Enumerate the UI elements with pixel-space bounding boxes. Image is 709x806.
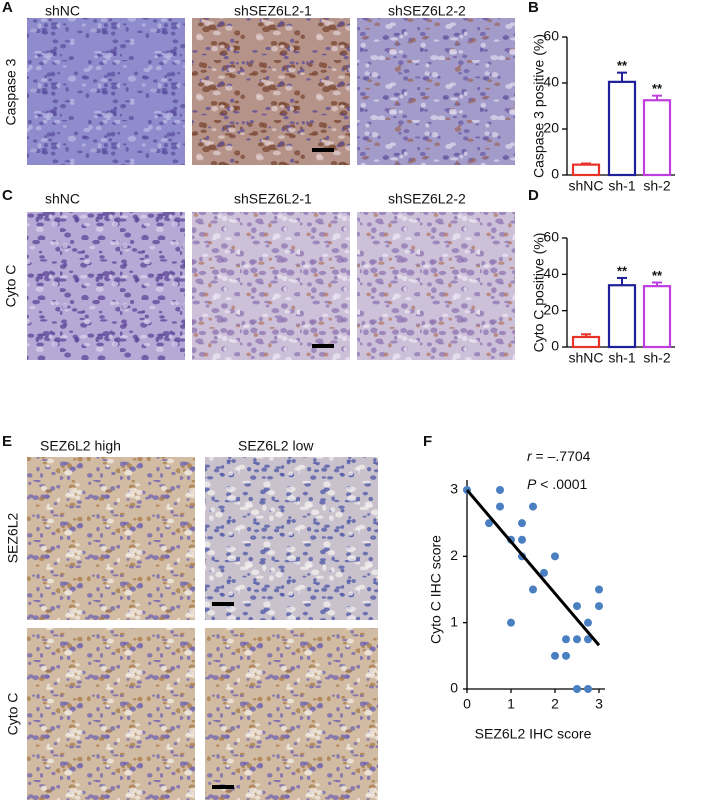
y-tick-label: 20 — [543, 301, 559, 317]
y-tick-label: 40 — [543, 74, 559, 90]
significance: ** — [617, 263, 628, 278]
column-label: shSEZ6L2-1 — [234, 3, 312, 19]
y-tick-label: 3 — [450, 481, 458, 497]
y-tick-label: 0 — [450, 680, 458, 696]
y-tick-label: 2 — [450, 547, 458, 563]
point — [518, 519, 526, 528]
y-axis-label: Cyto C IHC score — [428, 535, 444, 644]
point — [529, 585, 537, 594]
micrograph — [357, 18, 515, 165]
y-tick-label: 60 — [543, 28, 559, 44]
y-axis-label: Caspase 3 positive (%) — [531, 34, 547, 178]
x-tick-label: 1 — [507, 696, 515, 712]
scale-bar — [312, 344, 334, 348]
annotation: r = –.7704 — [527, 448, 591, 464]
point — [518, 535, 526, 544]
x-tick-label: sh-1 — [608, 178, 635, 194]
annotation: P < .0001 — [527, 476, 588, 492]
annotation-symbol: r — [527, 448, 533, 464]
point — [584, 618, 592, 627]
x-tick-label: sh-2 — [643, 350, 670, 366]
micrograph — [205, 628, 378, 800]
point — [529, 502, 537, 511]
column-label: shSEZ6L2-2 — [388, 191, 466, 207]
point — [540, 568, 548, 577]
column-label: shSEZ6L2-1 — [234, 191, 312, 207]
column-label: SEZ6L2 high — [40, 438, 121, 454]
y-tick-label: 1 — [450, 613, 458, 629]
point — [496, 502, 504, 511]
point — [551, 651, 559, 660]
point — [562, 635, 570, 644]
micrographs — [27, 18, 515, 800]
panel-letter: B — [528, 0, 539, 16]
panel-letter: C — [2, 187, 13, 204]
x-tick-label: sh-2 — [643, 178, 670, 194]
micrograph — [192, 212, 350, 360]
micrograph — [357, 212, 515, 360]
annotation-text: < .0001 — [536, 476, 587, 492]
y-tick-label: 40 — [543, 265, 559, 281]
point — [584, 685, 592, 693]
significance: ** — [617, 58, 628, 73]
x-axis-label: SEZ6L2 IHC score — [475, 726, 592, 742]
row-label: Caspase 3 — [3, 58, 19, 125]
scale-bar — [212, 602, 234, 606]
point — [573, 602, 581, 611]
fit-line — [465, 489, 601, 647]
panel-letter: D — [528, 187, 539, 204]
micrograph — [27, 628, 195, 800]
y-tick-label: 20 — [543, 120, 559, 136]
x-tick-label: shNC — [568, 350, 603, 366]
point — [562, 651, 570, 660]
bar — [642, 99, 672, 177]
column-label: shNC — [45, 191, 80, 207]
point — [595, 602, 603, 611]
x-tick-label: sh-1 — [608, 350, 635, 366]
micrograph — [27, 212, 185, 360]
y-tick-label: 60 — [543, 229, 559, 245]
point — [551, 552, 559, 561]
annotation-text: = –.7704 — [532, 448, 591, 464]
x-tick-label: 0 — [463, 696, 471, 712]
micrograph — [205, 457, 378, 620]
significance: ** — [652, 268, 663, 283]
row-label: Cyto C — [5, 693, 21, 736]
point — [485, 519, 493, 528]
scale-bar — [212, 785, 234, 789]
annotation-symbol: P — [527, 476, 537, 492]
scale-bar — [312, 148, 334, 152]
row-label: Cyto C — [3, 265, 19, 308]
y-tick-label: 0 — [551, 166, 559, 182]
point — [496, 486, 504, 494]
x-tick-label: shNC — [568, 178, 603, 194]
row-label: SEZ6L2 — [5, 512, 21, 563]
micrograph — [27, 18, 185, 165]
x-tick-label: 2 — [551, 696, 559, 712]
significance: ** — [652, 81, 663, 96]
column-label: shSEZ6L2-2 — [388, 3, 466, 19]
column-label: SEZ6L2 low — [238, 438, 314, 454]
point — [573, 635, 581, 644]
micrograph — [27, 457, 195, 620]
bar — [571, 335, 601, 349]
y-axis-label: Cyto C positive (%) — [531, 233, 547, 353]
column-label: shNC — [45, 3, 80, 19]
micrograph — [192, 18, 350, 165]
point — [507, 618, 515, 627]
bar — [607, 284, 637, 349]
panel-letter: F — [423, 433, 432, 450]
point — [595, 585, 603, 594]
point — [573, 685, 581, 693]
point — [584, 635, 592, 644]
x-tick-label: 3 — [595, 696, 603, 712]
y-tick-label: 0 — [551, 338, 559, 354]
bar — [571, 163, 601, 177]
bar — [607, 80, 637, 177]
panel-letter: A — [2, 0, 13, 16]
panel-letter: E — [2, 433, 12, 450]
bar — [642, 285, 672, 349]
